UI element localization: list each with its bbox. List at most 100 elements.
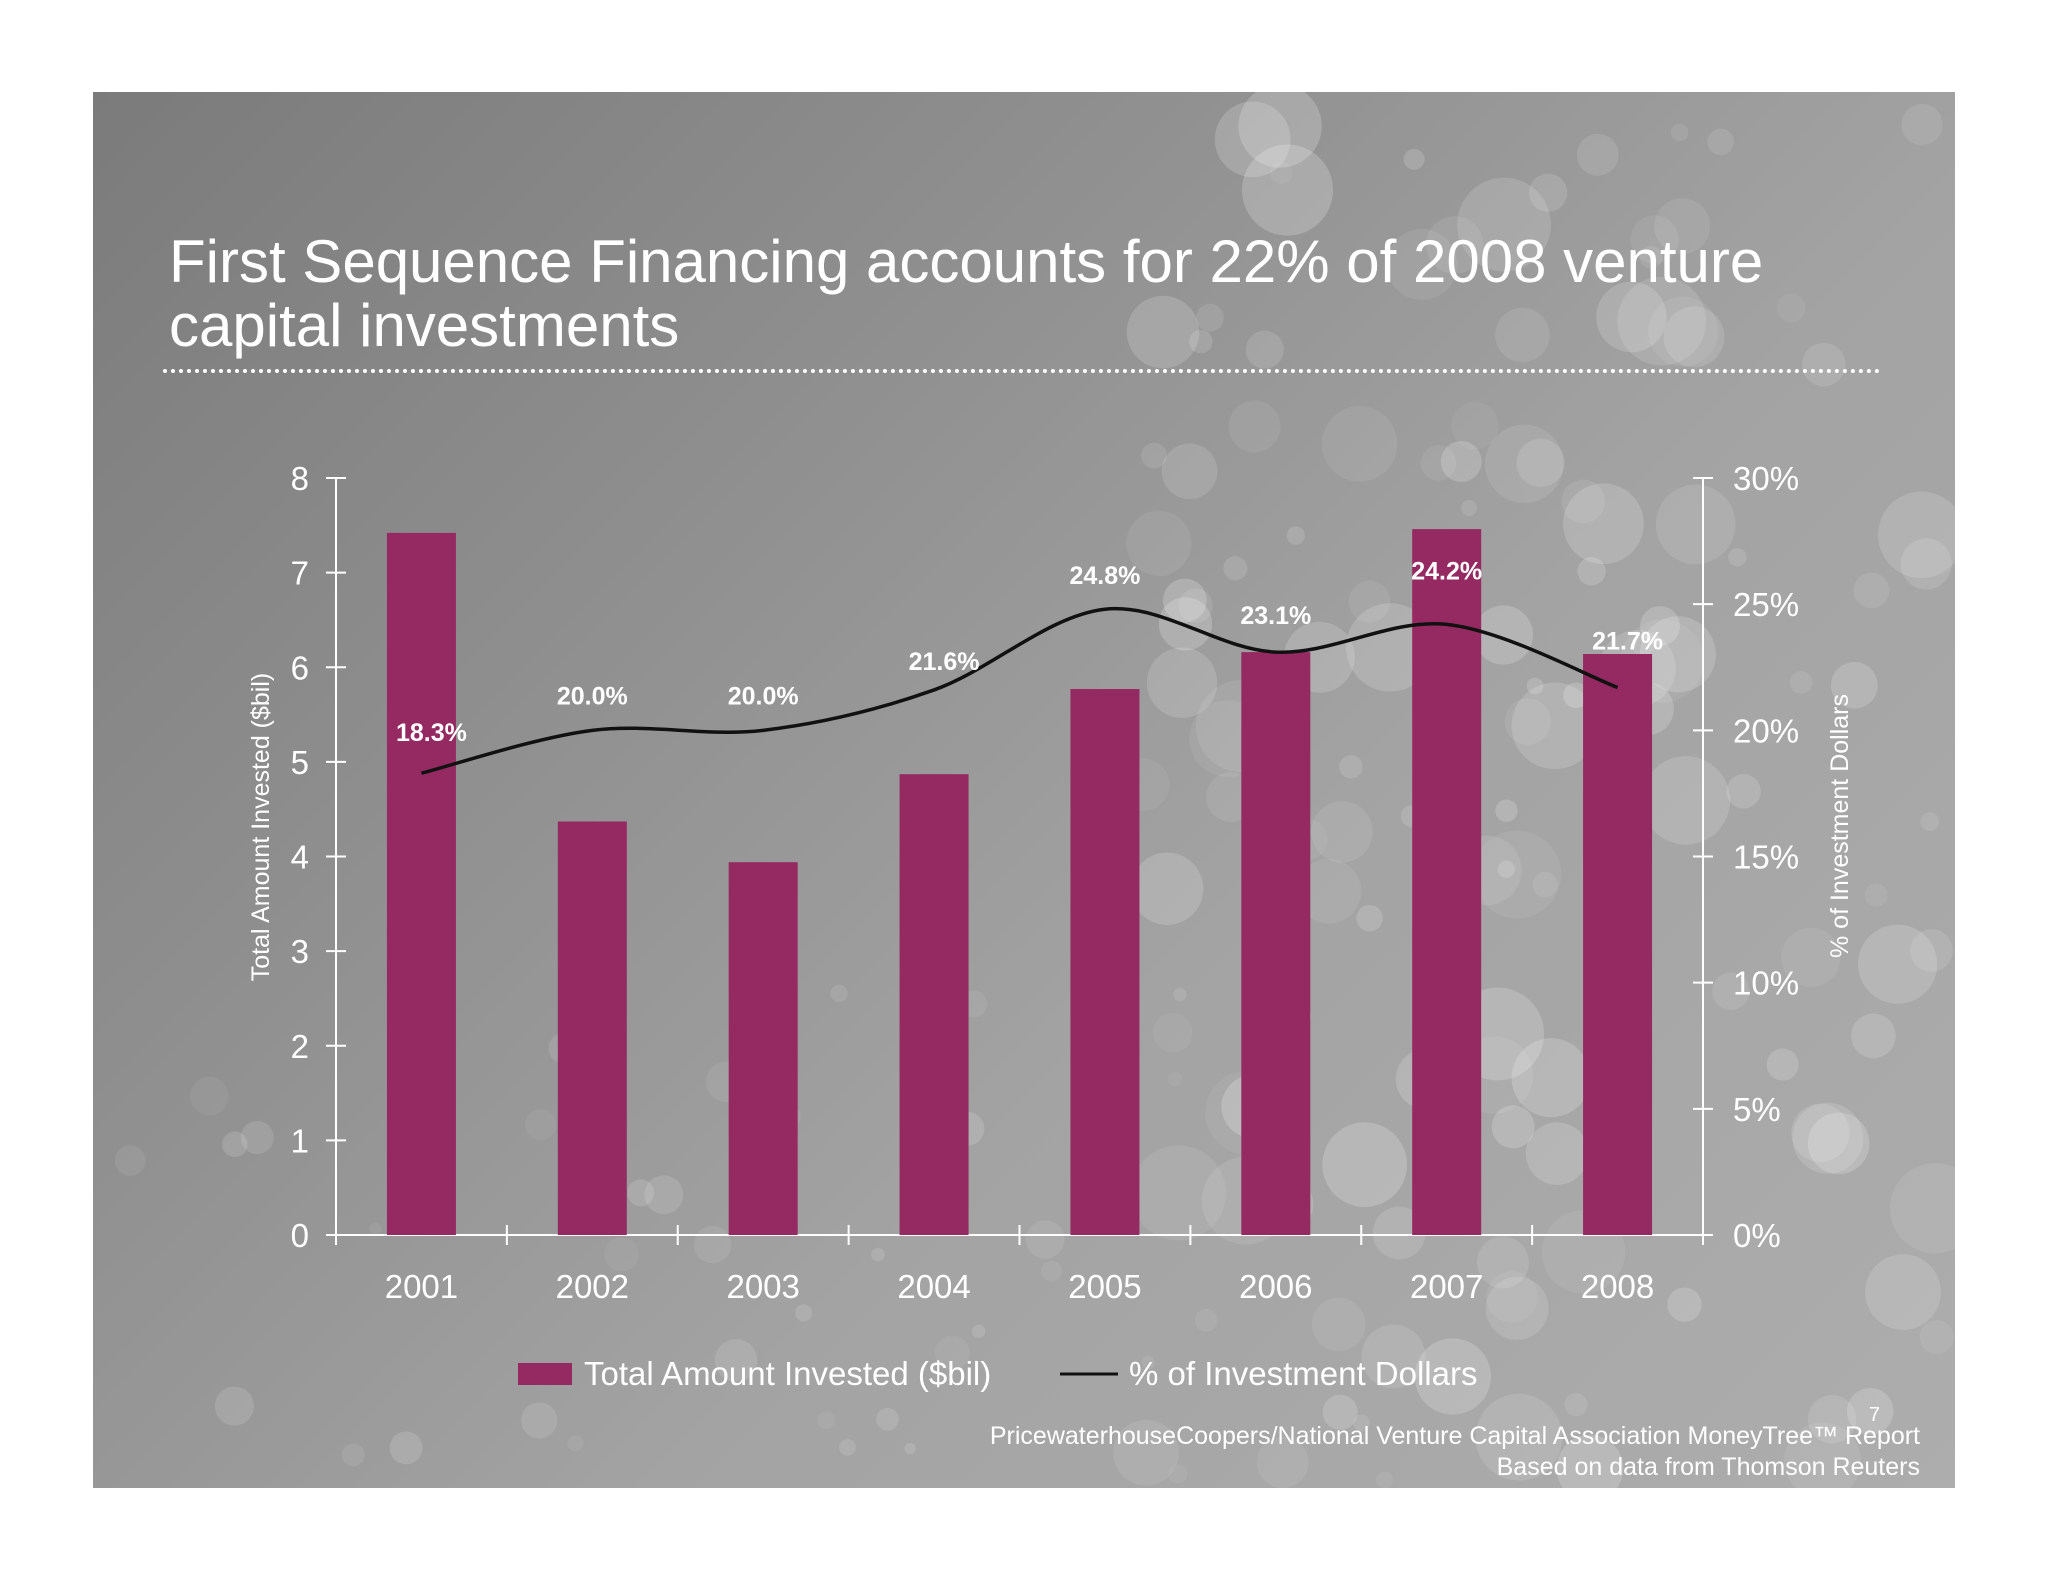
bubble (525, 1109, 557, 1141)
bubble (1712, 972, 1750, 1011)
bubble (1807, 1112, 1870, 1175)
bubble (1853, 572, 1890, 609)
bubble (1851, 1013, 1896, 1059)
bubble (876, 1407, 899, 1431)
y-tick-label: 6 (291, 649, 309, 686)
bubble (604, 1237, 639, 1272)
bar (728, 862, 798, 1235)
bubble (1486, 1271, 1538, 1323)
bubble (1526, 677, 1544, 695)
bubble (1348, 580, 1391, 623)
bubble (871, 1247, 885, 1262)
bubble (1167, 1071, 1183, 1087)
bubble (1473, 830, 1562, 919)
line-path (421, 606, 1619, 775)
data-label: 18.3% (396, 719, 467, 747)
bubble (1476, 1236, 1529, 1289)
bubble (1322, 1122, 1408, 1207)
bubble (971, 1324, 986, 1339)
bubble (1858, 924, 1938, 1004)
bubble (1781, 927, 1841, 988)
bubble (1667, 1287, 1702, 1322)
bubble (830, 984, 848, 1003)
bubble (839, 1439, 856, 1456)
bubble (240, 1120, 274, 1155)
slide: First Sequence Financing accounts for 22… (93, 92, 1955, 1488)
bar (1070, 689, 1140, 1235)
bubble (1245, 330, 1284, 369)
bubble (1596, 281, 1667, 353)
bubble (1655, 484, 1736, 565)
bubble (1161, 443, 1218, 500)
bubble (1241, 144, 1334, 236)
bubble (1386, 228, 1458, 300)
bubble (1356, 904, 1383, 932)
y2-tick-label: 5% (1733, 1091, 1781, 1128)
bar-series (386, 529, 1653, 1235)
bubble (1920, 812, 1940, 832)
bubble (1654, 198, 1711, 255)
chart-axes: 0 1 2 3 4 5 6 7 8 0% 5% 10% 15% 20% 25% 30% 2001 2002 2003… (291, 460, 1799, 1305)
y-tick-label: 0 (291, 1217, 309, 1254)
bubble (567, 1435, 584, 1452)
bubble (1311, 801, 1373, 863)
bubble (1189, 329, 1213, 354)
bubble (1473, 605, 1534, 665)
legend-bar-swatch (518, 1363, 572, 1385)
bubble (1256, 1436, 1309, 1488)
bubble (389, 1431, 423, 1465)
bubble (1491, 1105, 1535, 1149)
bubble (1425, 216, 1484, 274)
x-tick-label: 2005 (1068, 1268, 1141, 1305)
bubble (1864, 883, 1888, 907)
bubble (214, 1386, 254, 1426)
bubble (1126, 510, 1192, 576)
bar (1583, 654, 1653, 1235)
y2-tick-label: 10% (1733, 965, 1799, 1002)
bubble (1562, 483, 1644, 565)
y-tick-label: 4 (291, 839, 309, 876)
bubble (1846, 1387, 1894, 1435)
bubble (1141, 1355, 1155, 1370)
bar (899, 774, 969, 1235)
bubble (189, 1076, 229, 1116)
y-tick-label: 8 (291, 460, 309, 497)
bubble (1414, 1338, 1491, 1415)
bubble (1440, 441, 1482, 483)
bubble (1878, 491, 1955, 579)
bubble (1670, 123, 1689, 142)
x-tick-label: 2004 (897, 1268, 970, 1305)
bubble (222, 1131, 248, 1157)
y2-axis-title: % of Investment Dollars (1826, 694, 1854, 958)
y2-tick-label: 25% (1733, 586, 1799, 623)
bubble (1375, 1471, 1394, 1488)
bubble (1223, 556, 1248, 581)
bubble (369, 1222, 382, 1235)
bubble (1516, 438, 1565, 487)
bubble (1639, 616, 1716, 693)
bubble (1784, 1422, 1861, 1488)
bubble (1361, 1324, 1426, 1389)
bubble (1497, 860, 1516, 878)
bubble (1403, 148, 1425, 170)
bubble (1130, 1145, 1227, 1241)
bubble (1641, 756, 1731, 845)
bubble (1495, 307, 1550, 363)
bubble (1776, 293, 1806, 323)
bubble (714, 1339, 758, 1382)
bubble (1511, 682, 1599, 770)
bubble (114, 1145, 146, 1177)
bubble (1322, 1394, 1358, 1430)
bubble (1900, 538, 1952, 590)
bubble (1563, 682, 1589, 709)
bubble (1910, 929, 1953, 972)
bubble (1126, 295, 1200, 369)
combo-chart: 0 1 2 3 4 5 6 7 8 0% 5% 10% 15% 20% 25% 30% 2001 2002 2003… (247, 460, 1854, 1392)
title-divider (163, 369, 1881, 373)
bar (557, 821, 627, 1235)
bubble (1194, 1308, 1218, 1332)
bubble (1511, 1038, 1591, 1118)
source-note-2: Based on data from Thomson Reuters (1496, 1453, 1920, 1481)
y2-tick-label: 15% (1733, 839, 1799, 876)
bubble (1168, 1464, 1188, 1484)
